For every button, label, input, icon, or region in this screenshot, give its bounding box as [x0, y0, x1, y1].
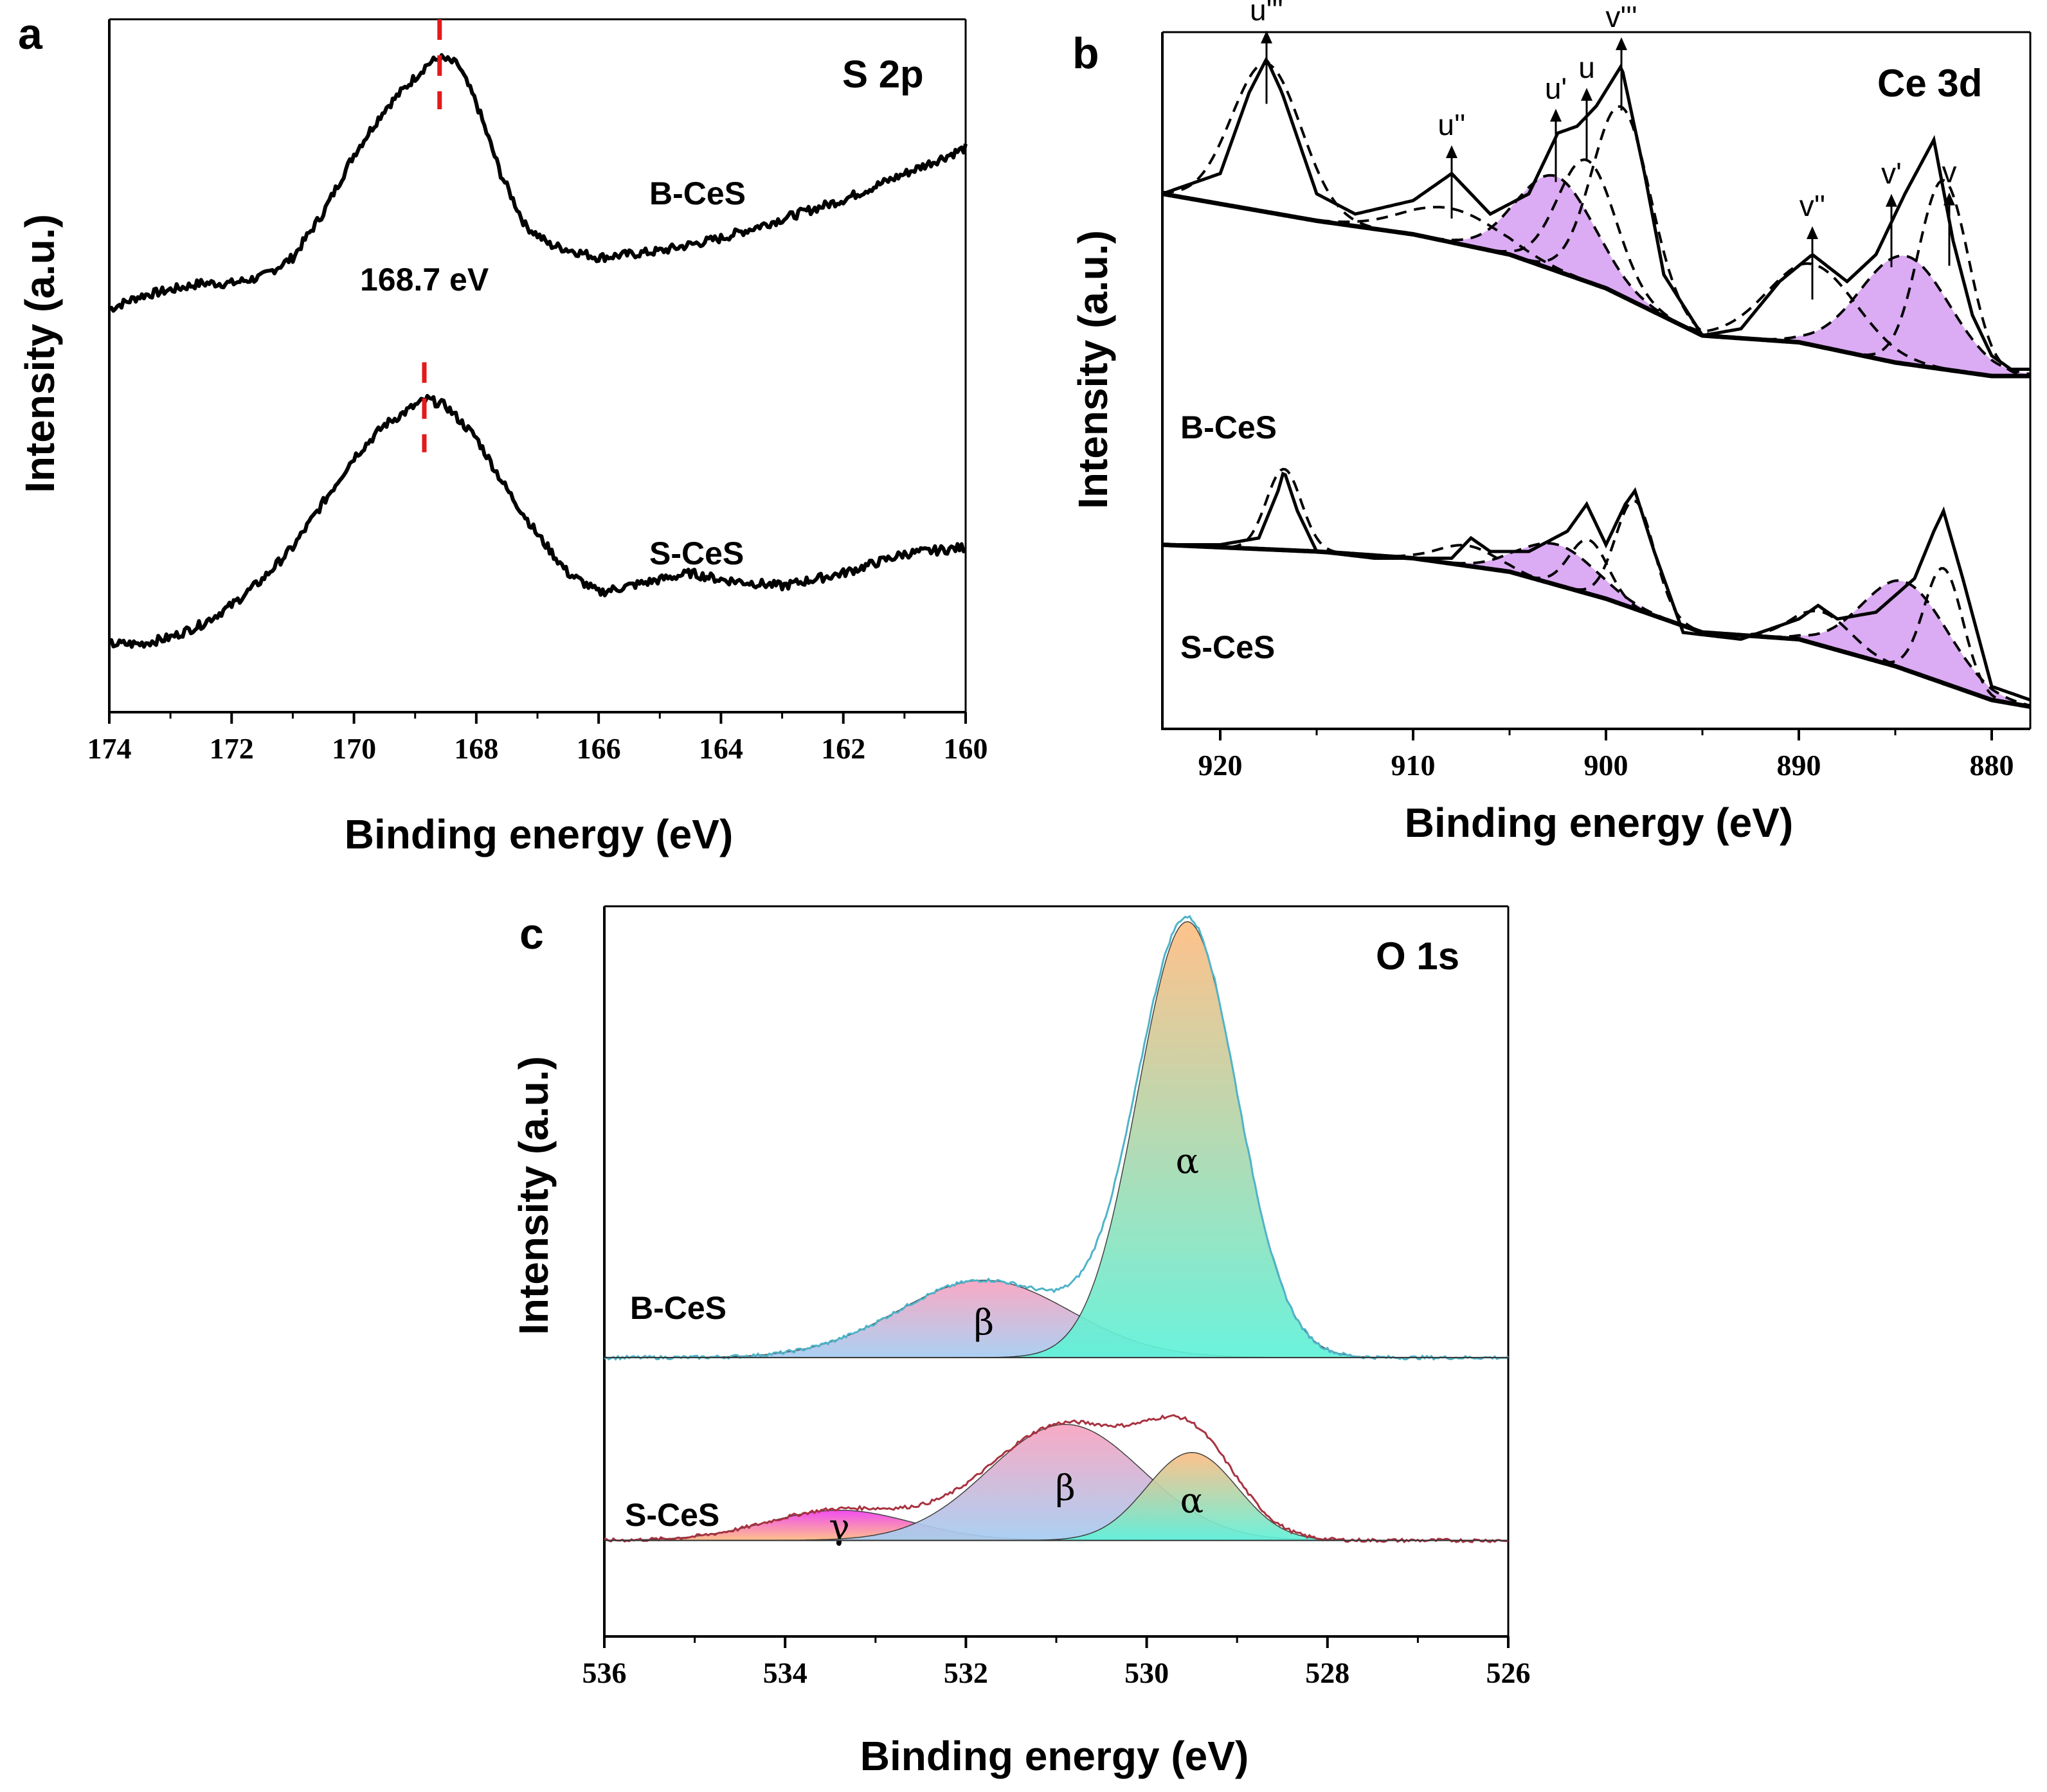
panel-a-y-axis-title: Intensity (a.u.) — [17, 214, 63, 493]
panel-c-x-tick-label: 530 — [1124, 1656, 1169, 1689]
panel-b-letter: b — [1072, 29, 1099, 78]
panel-b-x-tick-label: 900 — [1584, 749, 1628, 782]
panel-c-series-label-s-ces: S-CeS — [625, 1497, 719, 1533]
panel-b-x-tick-label: 920 — [1198, 749, 1243, 782]
panel-b-peak-label: v' — [1881, 157, 1902, 190]
panel-b-peak-label: u — [1578, 51, 1595, 84]
panel-c-component-label: β — [1055, 1467, 1075, 1508]
panel-b-component-b-ces — [1162, 62, 1378, 230]
panel-b-arrow-head — [1581, 87, 1592, 101]
panel-c-series-label-b-ces: B-CeS — [630, 1290, 726, 1326]
panel-b-arrow-head — [1550, 109, 1562, 122]
panel-a-peak-annotation: 168.7 eV — [360, 262, 489, 298]
panel-a-series-label-b-ces: B-CeS — [649, 175, 746, 211]
panel-b-arrow-head — [1943, 192, 1955, 206]
panel-c-letter: c — [519, 909, 544, 958]
panel-c-component-label: α — [1176, 1141, 1199, 1181]
panel-c-x-tick-label: 532 — [944, 1656, 988, 1689]
panel-b-arrow-head — [1886, 193, 1897, 207]
panel-b-peak-label: u'' — [1438, 108, 1465, 141]
panel-b-fill-s-ces — [1162, 544, 2030, 707]
panel-b-component-b-ces — [1670, 262, 1954, 372]
panel-b-x-tick-label: 910 — [1391, 749, 1436, 782]
panel-b-peak-label: v''' — [1605, 0, 1637, 33]
panel-b-y-axis-title: Intensity (a.u.) — [1070, 230, 1116, 509]
panel-a-spectrum-s-ces — [108, 393, 967, 649]
panel-b-title: Ce 3d — [1877, 62, 1982, 105]
panel-b-background-b-ces — [1162, 192, 2030, 379]
panel-b-peak-label: v'' — [1799, 189, 1826, 222]
panel-b-arrow-head — [1616, 37, 1627, 50]
panel-b-component-b-ces — [1765, 254, 2031, 375]
panel-a-x-tick-label: 170 — [332, 732, 376, 765]
panel-c-component-b-ces — [604, 921, 1508, 1358]
panel-b-component-s-ces — [1528, 538, 1650, 615]
panel-a-x-tick-label: 172 — [210, 732, 254, 765]
panel-b-envelope-s-ces — [1162, 471, 2031, 702]
panel-b-arrow-head — [1446, 145, 1457, 158]
panel-c-component-label: β — [974, 1302, 994, 1343]
panel-a-series-label-s-ces: S-CeS — [649, 535, 744, 571]
panel-a-x-tick-label: 168 — [454, 732, 498, 765]
panel-b-background-s-ces — [1162, 542, 2031, 709]
panel-b-axis-frame — [1161, 32, 2030, 730]
panel-c-x-tick-label: 528 — [1305, 1656, 1349, 1689]
panel-b-component-s-ces — [1434, 542, 1681, 626]
panel-b-series-label-s-ces: S-CeS — [1180, 629, 1275, 665]
panel-a-x-tick-label: 162 — [821, 732, 865, 765]
panel-b-component-b-ces — [1432, 174, 1679, 325]
panel-c-component-label: α — [1180, 1480, 1204, 1521]
panel-b-component-s-ces — [1883, 567, 2005, 703]
panel-b-arrow-head — [1261, 30, 1272, 44]
panel-c-x-tick-label: 534 — [763, 1656, 807, 1689]
panel-b-peak-label: v — [1942, 156, 1957, 189]
panel-a-letter: a — [18, 10, 43, 58]
panel-b-component-b-ces — [1864, 179, 2024, 377]
panel-a-x-tick-label: 166 — [577, 732, 621, 765]
panel-a-title: S 2p — [842, 53, 924, 96]
panel-b-component-s-ces — [1769, 579, 2031, 707]
panel-c-x-tick-label: 526 — [1486, 1656, 1531, 1689]
panel-c-x-tick-label: 536 — [582, 1656, 627, 1689]
panel-a-x-tick-label: 164 — [699, 732, 743, 765]
panel-a-x-axis-title: Binding energy (eV) — [345, 811, 734, 857]
panel-b-fill-s-ces — [1162, 543, 2030, 707]
panel-a-spectrum-b-ces — [108, 53, 968, 313]
panel-b-series-label-b-ces: B-CeS — [1180, 409, 1277, 445]
panel-c-title: O 1s — [1376, 935, 1459, 978]
panel-b-peak-label: u' — [1545, 71, 1567, 105]
panel-b-plot-area: 920 910 900 890 880 u''' u'' u' u v''' v'' v' v — [1161, 0, 2032, 782]
panel-c-y-axis-title: Intensity (a.u.) — [510, 1056, 557, 1335]
panel-b-x-tick-label: 880 — [1970, 749, 2014, 782]
panel-c-envelope-b-ces — [604, 915, 1509, 1361]
panel-a-axis-frame — [108, 19, 966, 713]
panel-a-x-tick-label: 174 — [87, 732, 132, 765]
panel-b-peak-label: u''' — [1250, 0, 1283, 27]
panel-b-arrow-head — [1807, 226, 1818, 239]
panel-a-x-tick-label: 160 — [944, 732, 988, 765]
panel-b-x-axis-title: Binding energy (eV) — [1405, 800, 1794, 846]
panel-b-x-tick-label: 890 — [1777, 749, 1821, 782]
panel-b-component-b-ces — [1299, 206, 1604, 289]
panel-b-ce3d: b 920 910 900 890 880 u''' u'' u' u v''' v'' v' v Ce… — [1070, 0, 2032, 846]
panel-b-envelope-b-ces — [1162, 57, 2030, 371]
panel-a-plot-area: 174 172 170 168 166 164 162 160 — [87, 18, 988, 765]
panel-a-s2p: a 174 172 170 168 166 164 162 160 S 2p Binding … — [17, 10, 988, 857]
panel-c-x-axis-title: Binding energy (eV) — [860, 1733, 1249, 1779]
panel-b-fill-b-ces — [1162, 175, 2030, 376]
